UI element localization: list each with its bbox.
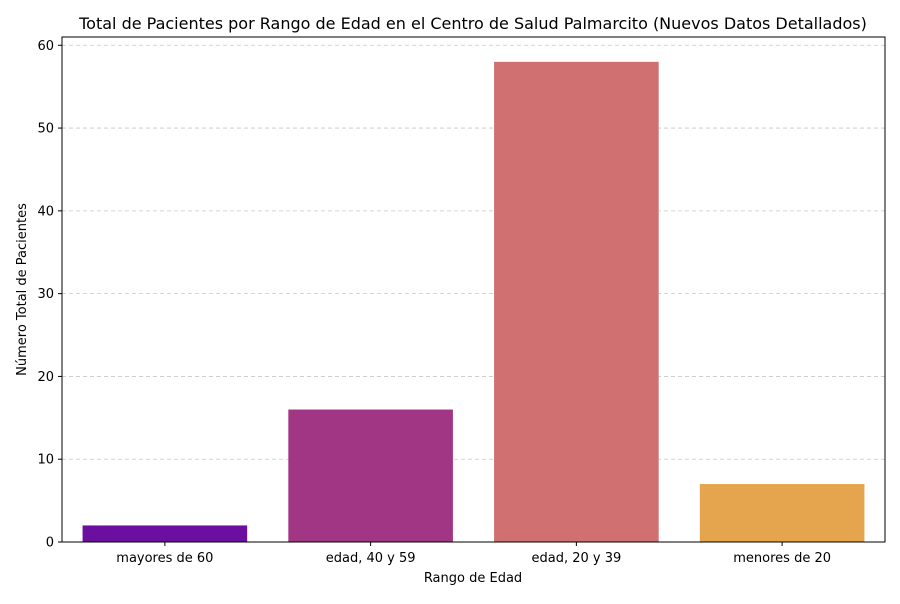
y-tick-label: 60	[37, 39, 54, 54]
y-tick-label: 10	[37, 453, 54, 468]
x-axis-label: Rango de Edad	[424, 571, 522, 586]
y-axis-label: Número Total de Pacientes	[15, 203, 30, 376]
x-tick-label: mayores de 60	[116, 551, 213, 566]
x-tick-label: menores de 20	[733, 551, 831, 566]
y-tick-label: 40	[37, 204, 54, 219]
grid-lines	[62, 44, 885, 543]
bar-0	[82, 525, 248, 542]
bar-3	[699, 484, 865, 542]
chart-title: Total de Pacientes por Rango de Edad en …	[78, 14, 867, 33]
bar-2	[494, 61, 659, 543]
x-axis-ticks: mayores de 60 edad, 40 y 59 edad, 20 y 39 m…	[116, 542, 831, 566]
plot-frame	[61, 36, 886, 543]
bars	[82, 61, 865, 543]
y-tick-label: 0	[46, 536, 54, 551]
y-tick-label: 50	[37, 122, 54, 137]
y-tick-label: 30	[37, 287, 54, 302]
y-axis-ticks: 0 10 20 30 40 50 60	[37, 39, 62, 551]
bar-1	[288, 409, 453, 542]
x-tick-label: edad, 40 y 59	[326, 551, 416, 566]
x-tick-label: edad, 20 y 39	[531, 551, 621, 566]
y-tick-label: 20	[37, 370, 54, 385]
